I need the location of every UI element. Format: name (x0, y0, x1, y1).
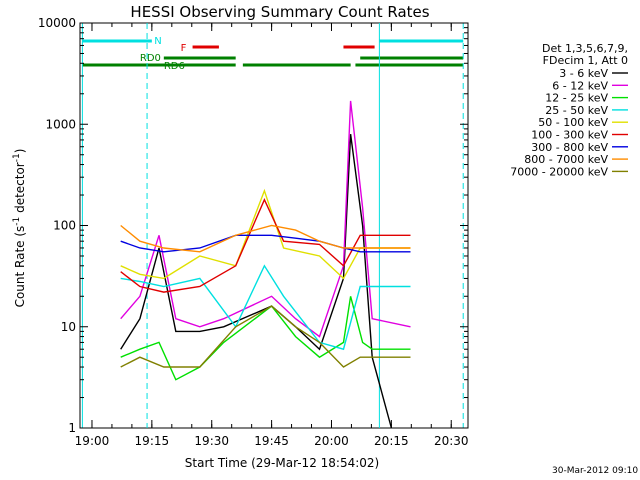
series-line-1 (120, 100, 411, 338)
y-axis-label-part3: ) (13, 149, 27, 154)
legend-label-7: 800 - 7000 keV (524, 153, 608, 166)
x-tick-label: 19:15 (135, 434, 170, 448)
flare-label: F (181, 43, 187, 54)
legend-label-6: 300 - 800 keV (531, 141, 608, 154)
x-axis-label: Start Time (29-Mar-12 18:54:02) (185, 456, 379, 470)
legend-label-4: 50 - 100 keV (538, 116, 608, 129)
y-tick-label: 10000 (38, 16, 76, 30)
night-label: N (154, 36, 161, 47)
series-line-8 (120, 305, 411, 368)
legend-label-1: 6 - 12 keV (552, 79, 608, 92)
legend-label-8: 7000 - 20000 keV (510, 165, 608, 178)
y-axis-ticks: 1 10 100 1000 10000 (38, 16, 468, 435)
series-line-7 (120, 224, 411, 253)
y-axis-label-sup2: -1 (12, 153, 22, 162)
y-tick-label: 1 (68, 421, 76, 435)
y-tick-label: 10 (61, 320, 76, 334)
x-tick-label: 19:30 (194, 434, 229, 448)
series-line-4 (120, 188, 411, 280)
y-axis-label: Count Rate (s-1 detector-1) (12, 149, 27, 308)
timestamp-label: 30-Mar-2012 09:10 (552, 466, 638, 476)
y-tick-label: 1000 (45, 117, 76, 131)
x-tick-label: 20:00 (314, 434, 349, 448)
legend-label-2: 12 - 25 keV (545, 92, 608, 105)
y-axis-label-part1: Count Rate (s (13, 226, 27, 308)
legend-label-0: 3 - 6 keV (559, 67, 608, 80)
series-line-2 (120, 296, 411, 381)
series-line-5 (120, 197, 411, 293)
legend-label-3: 25 - 50 keV (545, 104, 608, 117)
legend-header-line2: FDecim 1, Att 0 (543, 54, 628, 67)
x-tick-label: 20:15 (374, 434, 409, 448)
y-axis-label-part2: detector (13, 162, 27, 217)
legend-label-5: 100 - 300 keV (531, 129, 608, 142)
rd6-label: RD6 (164, 61, 185, 72)
rd0-label: RD0 (140, 53, 161, 64)
series-line-3 (120, 264, 411, 351)
chart-title: HESSI Observing Summary Count Rates (130, 3, 429, 21)
x-tick-label: 19:00 (75, 434, 110, 448)
x-axis-ticks: 19:00 19:15 19:30 19:45 20:00 20:15 20:30 (75, 23, 469, 448)
series-line-6 (120, 234, 411, 253)
y-tick-label: 100 (53, 219, 76, 233)
x-tick-label: 19:45 (254, 434, 289, 448)
series-lines (120, 100, 411, 429)
legend-header-line1: Det 1,3,5,6,7,9, (542, 42, 628, 55)
x-tick-label: 20:30 (434, 434, 469, 448)
y-axis-label-sup1: -1 (12, 217, 22, 226)
